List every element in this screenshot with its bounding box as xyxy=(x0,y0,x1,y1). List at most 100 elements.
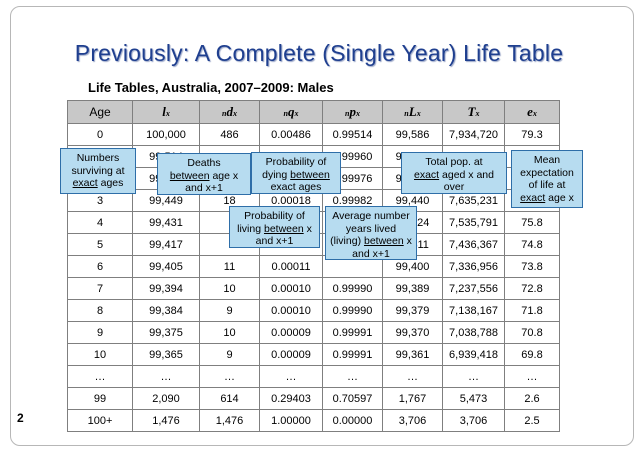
table-cell: 7,934,720 xyxy=(442,123,505,146)
header-px: npx xyxy=(322,100,383,124)
table-cell: 0.99991 xyxy=(322,321,383,344)
table-cell: … xyxy=(132,365,200,388)
table-cell: 73.8 xyxy=(504,255,560,278)
table-cell: 99,379 xyxy=(382,299,443,322)
table-cell: 2.6 xyxy=(504,387,560,410)
callout-dx: Deaths between age x and x+1 xyxy=(157,153,251,195)
table-cell: … xyxy=(442,365,505,388)
table-cell: 0.00009 xyxy=(259,343,323,366)
table-cell: … xyxy=(504,365,560,388)
table-cell: 2,090 xyxy=(132,387,200,410)
table-cell: 5,473 xyxy=(442,387,505,410)
table-cell: 0.00000 xyxy=(322,409,383,432)
table-cell: 10 xyxy=(67,343,133,366)
table-cell: 72.8 xyxy=(504,277,560,300)
table-row: 6 99,405 11 0.00011 99,400 7,336,956 73.8 xyxy=(67,255,560,278)
table-cell: 8 xyxy=(67,299,133,322)
table-cell: 1,767 xyxy=(382,387,443,410)
table-cell: 99,405 xyxy=(132,255,200,278)
table-cell: 0.29403 xyxy=(259,387,323,410)
table-row: …………………… xyxy=(67,365,560,388)
table-row: 9 99,375 10 0.00009 0.99991 99,370 7,038,788 70… xyxy=(67,321,560,344)
table-cell: 10 xyxy=(199,321,260,344)
table-cell: 2.5 xyxy=(504,409,560,432)
table-row: 399,449180.000180.9998299,4407,635,23176… xyxy=(67,189,560,212)
header-ex: ex xyxy=(504,100,560,124)
table-cell: 71.8 xyxy=(504,299,560,322)
table-cell: 0 xyxy=(67,123,133,146)
table-row: 7 99,394 10 0.00010 0.99990 99,389 7,237,556 72… xyxy=(67,277,560,300)
callout-ex: Mean expectation of life at exact age x xyxy=(511,150,583,208)
table-cell: 7,336,956 xyxy=(442,255,505,278)
table-cell: 100+ xyxy=(67,409,133,432)
table-cell: … xyxy=(259,365,323,388)
table-cell: 10 xyxy=(199,277,260,300)
table-cell: 1,476 xyxy=(199,409,260,432)
header-Lx: nLx xyxy=(382,100,443,124)
table-cell: 99,394 xyxy=(132,277,200,300)
table-cell: 74.8 xyxy=(504,233,560,256)
table-cell: 99,389 xyxy=(382,277,443,300)
callout-lx: Numbers surviving at exact ages xyxy=(60,148,136,194)
table-cell: 3,706 xyxy=(382,409,443,432)
header-lx: lx xyxy=(132,100,200,124)
table-cell: 7,038,788 xyxy=(442,321,505,344)
table-cell: 3,706 xyxy=(442,409,505,432)
table-cell: 5 xyxy=(67,233,133,256)
table-row: 99 2,090 614 0.29403 0.70597 1,767 5,473 2.6 xyxy=(67,387,560,410)
life-table: Age lx ndx nqx npx nLx Tx ex 0 100,000 486… xyxy=(67,100,560,432)
table-cell: 99,384 xyxy=(132,299,200,322)
header-Tx: Tx xyxy=(442,100,505,124)
page-number: 2 xyxy=(17,411,24,425)
table-cell: 0.00011 xyxy=(259,255,323,278)
table-cell: … xyxy=(199,365,260,388)
table-cell: 11 xyxy=(199,255,260,278)
table-cell: 99,361 xyxy=(382,343,443,366)
callout-px: Probability of living between x and x+1 xyxy=(229,206,320,248)
table-cell: 0.00010 xyxy=(259,299,323,322)
callout-Tx: Total pop. at exact aged x and over xyxy=(401,152,507,194)
table-cell: 7,535,791 xyxy=(442,211,505,234)
table-cell: 0.99960 xyxy=(322,145,383,168)
table-cell: 99,431 xyxy=(132,211,200,234)
slide-title: Previously: A Complete (Single Year) Lif… xyxy=(74,40,564,66)
table-cell: 6 xyxy=(67,255,133,278)
table-cell: 100,000 xyxy=(132,123,200,146)
table-cell: 0.00010 xyxy=(259,277,323,300)
table-cell: 0.70597 xyxy=(322,387,383,410)
table-cell: 7 xyxy=(67,277,133,300)
table-cell: 99,417 xyxy=(132,233,200,256)
table-cell: … xyxy=(322,365,383,388)
table-cell: 486 xyxy=(199,123,260,146)
table-cell: … xyxy=(382,365,443,388)
table-cell: 9 xyxy=(199,343,260,366)
table-subtitle: Life Tables, Australia, 2007–2009: Males xyxy=(88,80,334,95)
header-qx: nqx xyxy=(259,100,323,124)
table-cell: 0.00486 xyxy=(259,123,323,146)
callout-Lx: Average number years lived (living) betw… xyxy=(325,206,417,260)
table-row: 8 99,384 9 0.00010 0.99990 99,379 7,138,167 71.… xyxy=(67,299,560,322)
table-row: 0 100,000 486 0.00486 0.99514 99,586 7,934,720… xyxy=(67,123,560,146)
callout-qx: Probability of dying between exact ages xyxy=(251,152,341,194)
table-cell: 7,237,556 xyxy=(442,277,505,300)
table-cell: 0.99991 xyxy=(322,343,383,366)
table-cell: 6,939,418 xyxy=(442,343,505,366)
table-cell: 614 xyxy=(199,387,260,410)
header-dx: ndx xyxy=(199,100,260,124)
table-cell: 7,436,367 xyxy=(442,233,505,256)
table-cell: 0.99990 xyxy=(322,277,383,300)
table-cell: 79.3 xyxy=(504,123,560,146)
table-cell: … xyxy=(67,365,133,388)
table-cell: 0.99514 xyxy=(322,123,383,146)
table-cell: 69.8 xyxy=(504,343,560,366)
table-cell: 7,138,167 xyxy=(442,299,505,322)
table-cell: 70.8 xyxy=(504,321,560,344)
table-cell: 9 xyxy=(67,321,133,344)
table-cell: 99,370 xyxy=(382,321,443,344)
table-cell: 99,375 xyxy=(132,321,200,344)
table-cell: 1.00000 xyxy=(259,409,323,432)
table-cell: 99,365 xyxy=(132,343,200,366)
table-cell: 0.00009 xyxy=(259,321,323,344)
table-cell: 99 xyxy=(67,387,133,410)
table-header-row: Age lx ndx nqx npx nLx Tx ex xyxy=(67,100,560,124)
